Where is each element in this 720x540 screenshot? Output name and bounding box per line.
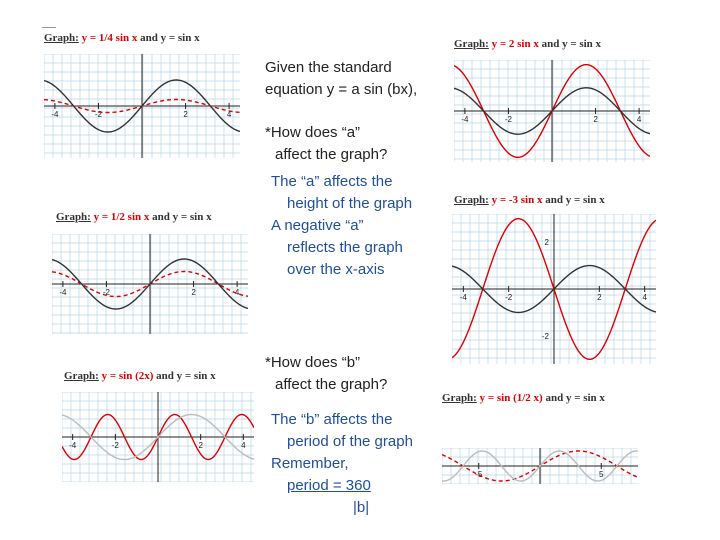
- graph-title-3: Graph: y = 1/2 sin x and y = sin x: [56, 211, 212, 223]
- x-tick-label: -4: [461, 115, 469, 124]
- x-tick-label: -2: [505, 115, 513, 124]
- chart-svg-3: -4 -2 2 4: [52, 234, 248, 334]
- answer-line: period of the graph: [287, 433, 413, 450]
- question-line: *How does “b”: [265, 354, 361, 371]
- x-tick-label: -2: [112, 441, 120, 450]
- graph-title-rest: and y = sin x: [152, 211, 212, 223]
- chart-panel-3: -4 -2 2 4: [52, 234, 248, 334]
- series-line-2: [454, 87, 650, 135]
- period-formula: period = 360: [287, 477, 371, 494]
- x-tick-label: 4: [637, 115, 642, 124]
- answer-line: The “a” affects the: [271, 173, 393, 190]
- series-line-2: [442, 450, 638, 482]
- x-tick-label: 2: [597, 293, 602, 302]
- graph-title-label: Graph:: [442, 392, 477, 404]
- series-line-2: [44, 79, 240, 133]
- x-tick-label: 2: [191, 288, 196, 297]
- answer-line: Remember,: [271, 455, 349, 472]
- x-tick-label: -4: [460, 293, 468, 302]
- answer-line: The “b” affects the: [271, 411, 393, 428]
- graph-title-equation: y = sin (1/2 x): [479, 392, 543, 404]
- series-line-2: [452, 264, 656, 314]
- chart-svg-4: -4 -2 2 4 2 -2: [452, 214, 656, 364]
- x-tick-label: -4: [51, 110, 59, 119]
- chart-panel-5: -4 -2 2 4: [62, 392, 254, 482]
- answer-line: period = 360: [271, 475, 413, 497]
- intro-line: equation y = a sin (bx),: [265, 81, 418, 98]
- graph-title-equation: y = sin (2x): [101, 370, 154, 382]
- x-tick-label: -4: [69, 441, 77, 450]
- graph-title-label: Graph:: [454, 38, 489, 50]
- graph-title-label: Graph:: [64, 370, 99, 382]
- graph-title-rest: and y = sin x: [156, 370, 216, 382]
- chart-panel-4: -4 -2 2 4 2 -2: [452, 214, 656, 364]
- y-tick-label: -2: [542, 332, 550, 341]
- graph-title-5: Graph: y = sin (2x) and y = sin x: [64, 370, 216, 382]
- chart-svg-1: -4 -2 2 4: [44, 54, 240, 158]
- graph-title-rest: and y = sin x: [545, 194, 605, 206]
- period-denominator: |b|: [353, 499, 370, 516]
- x-tick-label: 4: [235, 288, 240, 297]
- chart-svg-6: -5 5: [442, 448, 638, 484]
- x-tick-label: 2: [593, 115, 598, 124]
- x-tick-label: -2: [95, 110, 103, 119]
- graph-title-equation: y = 2 sin x: [491, 38, 539, 50]
- question-line: affect the graph?: [275, 146, 388, 163]
- chart-svg-5: -4 -2 2 4: [62, 392, 254, 482]
- x-tick-label: -2: [103, 288, 111, 297]
- series-line-2: [52, 258, 248, 310]
- graph-title-rest: and y = sin x: [541, 38, 602, 50]
- graph-title-equation: y = 1/4 sin x: [81, 32, 138, 44]
- chart-panel-6: -5 5: [442, 448, 638, 484]
- notes-question-a: *How does “a” affect the graph?: [265, 122, 387, 166]
- corner-mark: [42, 27, 56, 28]
- graph-title-4: Graph: y = -3 sin x and y = sin x: [454, 194, 605, 206]
- answer-line: |b|: [271, 497, 413, 519]
- x-tick-label: 4: [642, 293, 647, 302]
- answer-line: reflects the graph: [287, 239, 403, 256]
- x-tick-label: -4: [59, 288, 67, 297]
- x-tick-label: -2: [505, 293, 513, 302]
- answer-line: over the x-axis: [287, 261, 385, 278]
- graph-title-6: Graph: y = sin (1/2 x) and y = sin x: [442, 392, 605, 404]
- x-tick-label: 4: [227, 110, 232, 119]
- notes-answer-a: The “a” affects the height of the graph …: [271, 171, 412, 281]
- chart-panel-1: -4 -2 2 4: [44, 54, 240, 158]
- intro-line: Given the standard: [265, 59, 392, 76]
- graph-title-2: Graph: y = 2 sin x and y = sin x: [454, 38, 601, 50]
- notes-question-b: *How does “b” affect the graph?: [265, 352, 387, 396]
- graph-title-equation: y = 1/2 sin x: [93, 211, 150, 223]
- graph-title-rest: and y = sin x: [545, 392, 605, 404]
- graph-title-1: Graph: y = 1/4 sin x and y = sin x: [44, 32, 200, 44]
- x-tick-label: 2: [198, 441, 203, 450]
- graph-title-label: Graph:: [454, 194, 489, 206]
- question-line: *How does “a”: [265, 124, 361, 141]
- x-tick-label: 5: [599, 470, 604, 479]
- notes-intro: Given the standard equation y = a sin (b…: [265, 57, 417, 101]
- graph-title-label: Graph:: [44, 32, 79, 44]
- x-tick-label: 2: [183, 110, 188, 119]
- answer-line: A negative “a”: [271, 217, 364, 234]
- graph-title-equation: y = -3 sin x: [491, 194, 543, 206]
- notes-answer-b: The “b” affects the period of the graph …: [271, 409, 413, 519]
- question-line: affect the graph?: [275, 376, 388, 393]
- x-tick-label: 4: [241, 441, 246, 450]
- chart-svg-2: -4 -2 2 4: [454, 60, 650, 162]
- graph-title-label: Graph:: [56, 211, 91, 223]
- graph-title-rest: and y = sin x: [140, 32, 200, 44]
- chart-panel-2: -4 -2 2 4: [454, 60, 650, 162]
- y-tick-label: 2: [545, 238, 550, 247]
- answer-line: height of the graph: [287, 195, 413, 212]
- series-line-2: [62, 413, 254, 461]
